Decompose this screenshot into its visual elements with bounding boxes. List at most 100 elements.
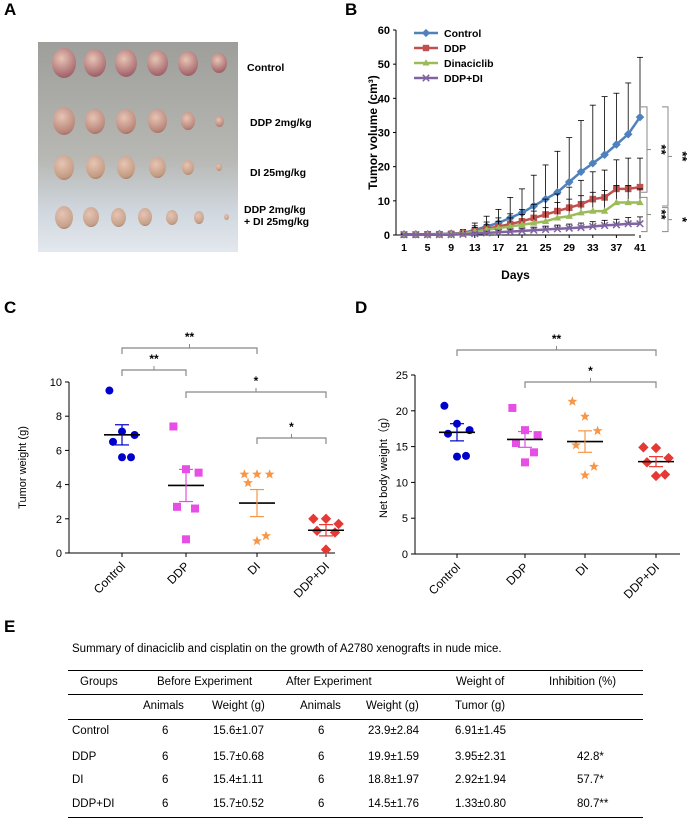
- x-tick-label: 41: [634, 242, 646, 254]
- tumor-specimen: [216, 163, 222, 171]
- tumor-photo: [38, 42, 238, 252]
- data-point: [169, 422, 178, 431]
- data-point: [423, 230, 432, 239]
- data-point: [400, 230, 408, 239]
- cell-animals-after: 6: [318, 774, 325, 786]
- data-point: [623, 129, 633, 139]
- x-tick-label: 29: [563, 242, 575, 254]
- tumor-specimen: [178, 50, 198, 76]
- tumor-specimen: [194, 210, 204, 224]
- data-point: [576, 167, 586, 177]
- tumor-specimen: [53, 107, 75, 135]
- cell-inhibition: 80.7**: [577, 798, 609, 810]
- x-tick-label: 37: [611, 242, 623, 254]
- cell-group: DDP+DI: [72, 798, 115, 810]
- header-inhibition: Inhibition (%): [549, 676, 617, 688]
- data-point: [521, 426, 529, 435]
- tumor-specimen: [182, 159, 194, 175]
- data-point: [567, 396, 578, 406]
- y-tick-label: 40: [378, 93, 390, 105]
- data-point: [580, 411, 590, 421]
- header-weight-of: Weight of: [456, 676, 505, 688]
- y-tick-label: 25: [396, 370, 408, 382]
- data-point: [518, 227, 526, 235]
- data-point: [320, 513, 332, 524]
- cell-animals-before: 6: [162, 774, 169, 786]
- x-tick-label: 33: [587, 242, 599, 254]
- cell-animals-before: 6: [162, 725, 169, 737]
- y-axis-label: Net body weight（g）: [377, 411, 390, 518]
- data-point: [529, 226, 538, 235]
- cell-group: DDP: [72, 751, 97, 763]
- x-axis-label: Days: [501, 268, 530, 282]
- data-point: [600, 150, 609, 159]
- tumor-specimen: [211, 53, 227, 73]
- data-point: [636, 219, 644, 228]
- data-point: [553, 225, 562, 233]
- cell-animals-after: 6: [318, 751, 325, 763]
- data-point: [440, 401, 449, 410]
- tumor-specimen: [85, 108, 105, 134]
- y-tick-label: 10: [50, 377, 62, 389]
- table-body-rule: [68, 719, 643, 720]
- data-point: [580, 470, 590, 480]
- data-point: [650, 470, 662, 482]
- data-point: [530, 219, 538, 226]
- x-tick-label: 21: [516, 242, 528, 254]
- data-point: [553, 188, 562, 197]
- data-point: [512, 439, 520, 448]
- data-point: [173, 502, 181, 511]
- data-point: [194, 468, 203, 477]
- data-point: [444, 429, 452, 438]
- table-header-rule: [68, 694, 643, 695]
- header-animals-before: Animals: [143, 700, 184, 712]
- data-point: [243, 477, 253, 488]
- data-point: [588, 222, 597, 231]
- data-point: [635, 112, 645, 122]
- tumor-specimen: [54, 154, 74, 180]
- data-point: [659, 469, 671, 480]
- cell-tumor: 6.91±1.45: [455, 725, 507, 737]
- legend-marker: [422, 59, 430, 66]
- data-point: [435, 230, 444, 239]
- data-point: [127, 453, 135, 462]
- panel-label-b: B: [345, 0, 358, 19]
- cell-animals-after: 6: [318, 798, 325, 810]
- photo-label-di: DI 25mg/kg: [250, 167, 307, 179]
- x-tick-label: 25: [540, 242, 552, 254]
- data-point: [308, 513, 319, 524]
- photo-label-combo: DDP 2mg/kg + DI 25mg/kg: [244, 204, 310, 228]
- header-weight-before: Weight (g): [212, 700, 265, 712]
- legend-marker: [421, 28, 431, 38]
- table-top-rule: [68, 670, 643, 671]
- data-point: [600, 221, 609, 230]
- table-row: DDP+DI 6 15.7±0.52 6 14.5±1.76 1.33±0.80…: [0, 798, 691, 816]
- significance-label: **: [654, 209, 669, 220]
- cell-weight-before: 15.6±1.07: [213, 725, 265, 737]
- significance-bracket: [662, 106, 669, 207]
- cell-weight-after: 18.8±1.97: [368, 774, 420, 786]
- cell-tumor: 3.95±2.31: [455, 751, 507, 763]
- data-point: [553, 213, 562, 221]
- tumor-specimen: [110, 207, 126, 227]
- x-tick-label: 17: [493, 242, 505, 254]
- legend-label: DDP: [444, 43, 466, 55]
- legend-marker: [422, 44, 430, 52]
- panel-label-a: A: [4, 0, 17, 19]
- tumor-specimen: [181, 112, 195, 130]
- tumor-specimen: [138, 208, 152, 226]
- significance-label: *: [675, 217, 690, 223]
- tumor-specimen: [166, 209, 178, 225]
- significance-bracket: [185, 391, 327, 398]
- data-point: [650, 442, 662, 454]
- significance-label: **: [149, 352, 159, 366]
- significance-label: **: [654, 145, 669, 156]
- header-before: Before Experiment: [157, 676, 253, 688]
- data-point: [411, 230, 420, 239]
- data-point: [506, 227, 515, 236]
- table-row: Control 6 15.6±1.07 6 23.9±2.84 6.91±1.4…: [0, 725, 691, 743]
- cell-weight-before: 15.4±1.11: [213, 774, 264, 786]
- data-point: [533, 431, 542, 440]
- data-point: [494, 228, 503, 237]
- tumor-specimen: [83, 207, 99, 227]
